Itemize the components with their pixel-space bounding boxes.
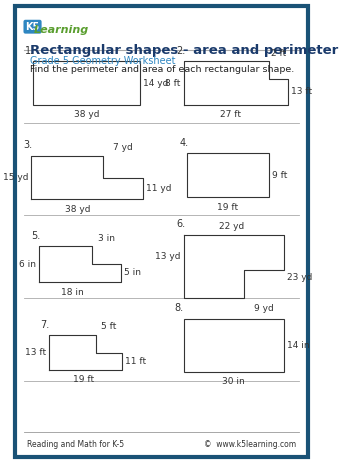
Text: Rectangular shapes - area and perimeter: Rectangular shapes - area and perimeter xyxy=(29,44,338,57)
Text: 18 in: 18 in xyxy=(61,288,84,297)
Text: 3.: 3. xyxy=(24,140,33,150)
Text: 7.: 7. xyxy=(40,319,49,330)
Text: 14 yd: 14 yd xyxy=(143,79,169,88)
Text: 30 in: 30 in xyxy=(223,377,245,387)
Text: 38 yd: 38 yd xyxy=(74,111,99,119)
Text: Reading and Math for K-5: Reading and Math for K-5 xyxy=(27,439,124,449)
Bar xyxy=(33,61,140,105)
Text: 3 in: 3 in xyxy=(98,233,115,243)
Text: 13 yd: 13 yd xyxy=(155,252,181,262)
Text: Grade 5 Geometry Worksheet: Grade 5 Geometry Worksheet xyxy=(29,56,175,66)
Bar xyxy=(184,319,284,372)
Text: 14 in: 14 in xyxy=(287,341,309,350)
Text: ©  www.k5learning.com: © www.k5learning.com xyxy=(204,439,296,449)
Text: 8 ft: 8 ft xyxy=(165,79,181,88)
Text: Learning: Learning xyxy=(33,25,89,35)
Text: 6.: 6. xyxy=(176,219,185,229)
Text: 15 yd: 15 yd xyxy=(3,173,28,182)
Text: 22 yd: 22 yd xyxy=(219,222,244,231)
Text: 11 yd: 11 yd xyxy=(146,184,172,193)
Text: K5: K5 xyxy=(25,22,39,31)
Text: 19 ft: 19 ft xyxy=(217,202,238,212)
Text: 5 ft: 5 ft xyxy=(102,322,117,332)
Text: 1.: 1. xyxy=(25,46,34,56)
Text: 7 yd: 7 yd xyxy=(113,143,133,152)
Text: 19 ft: 19 ft xyxy=(73,375,94,384)
Text: 5.: 5. xyxy=(31,231,40,241)
Text: 9 yd: 9 yd xyxy=(254,304,274,313)
Text: 8.: 8. xyxy=(175,303,184,313)
Bar xyxy=(187,153,269,197)
Text: 6 in: 6 in xyxy=(19,260,36,269)
Text: 2.: 2. xyxy=(176,46,186,56)
Text: 9 ft: 9 ft xyxy=(272,171,287,180)
Text: 5 in: 5 in xyxy=(124,269,141,277)
Text: 4.: 4. xyxy=(179,138,188,148)
Text: 2 ft: 2 ft xyxy=(271,49,286,57)
Text: 13 ft: 13 ft xyxy=(292,88,313,96)
Text: Find the perimeter and area of each rectangular shape.: Find the perimeter and area of each rect… xyxy=(29,65,294,74)
Text: 38 yd: 38 yd xyxy=(65,205,91,214)
Text: 23 yd: 23 yd xyxy=(287,273,312,282)
Text: 13 ft: 13 ft xyxy=(25,348,46,357)
Text: 11 ft: 11 ft xyxy=(125,357,146,366)
Text: 27 ft: 27 ft xyxy=(220,111,241,119)
